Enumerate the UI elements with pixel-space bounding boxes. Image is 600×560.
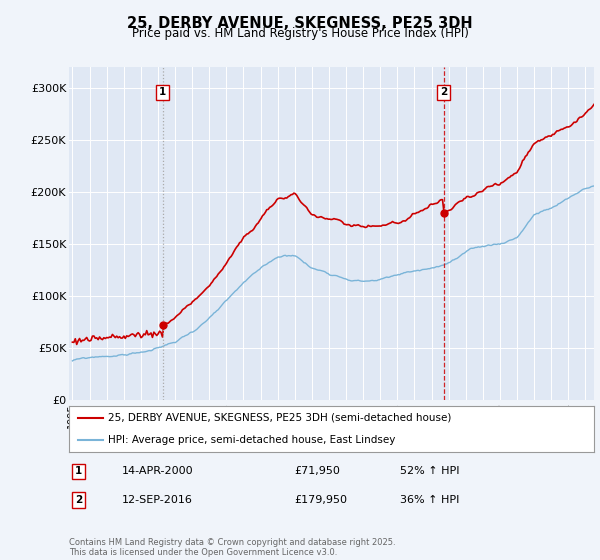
Text: Price paid vs. HM Land Registry's House Price Index (HPI): Price paid vs. HM Land Registry's House …	[131, 27, 469, 40]
Text: £71,950: £71,950	[295, 466, 341, 477]
Text: 25, DERBY AVENUE, SKEGNESS, PE25 3DH: 25, DERBY AVENUE, SKEGNESS, PE25 3DH	[127, 16, 473, 31]
Text: 1: 1	[75, 466, 82, 477]
Text: 2: 2	[440, 87, 448, 97]
Text: HPI: Average price, semi-detached house, East Lindsey: HPI: Average price, semi-detached house,…	[109, 435, 396, 445]
Text: 1: 1	[159, 87, 166, 97]
Text: 36% ↑ HPI: 36% ↑ HPI	[400, 495, 459, 505]
Text: 12-SEP-2016: 12-SEP-2016	[121, 495, 193, 505]
Text: £179,950: £179,950	[295, 495, 348, 505]
Text: 52% ↑ HPI: 52% ↑ HPI	[400, 466, 459, 477]
Text: 14-APR-2000: 14-APR-2000	[121, 466, 193, 477]
Text: 2: 2	[75, 495, 82, 505]
Text: Contains HM Land Registry data © Crown copyright and database right 2025.
This d: Contains HM Land Registry data © Crown c…	[69, 538, 395, 557]
Text: 25, DERBY AVENUE, SKEGNESS, PE25 3DH (semi-detached house): 25, DERBY AVENUE, SKEGNESS, PE25 3DH (se…	[109, 413, 452, 423]
